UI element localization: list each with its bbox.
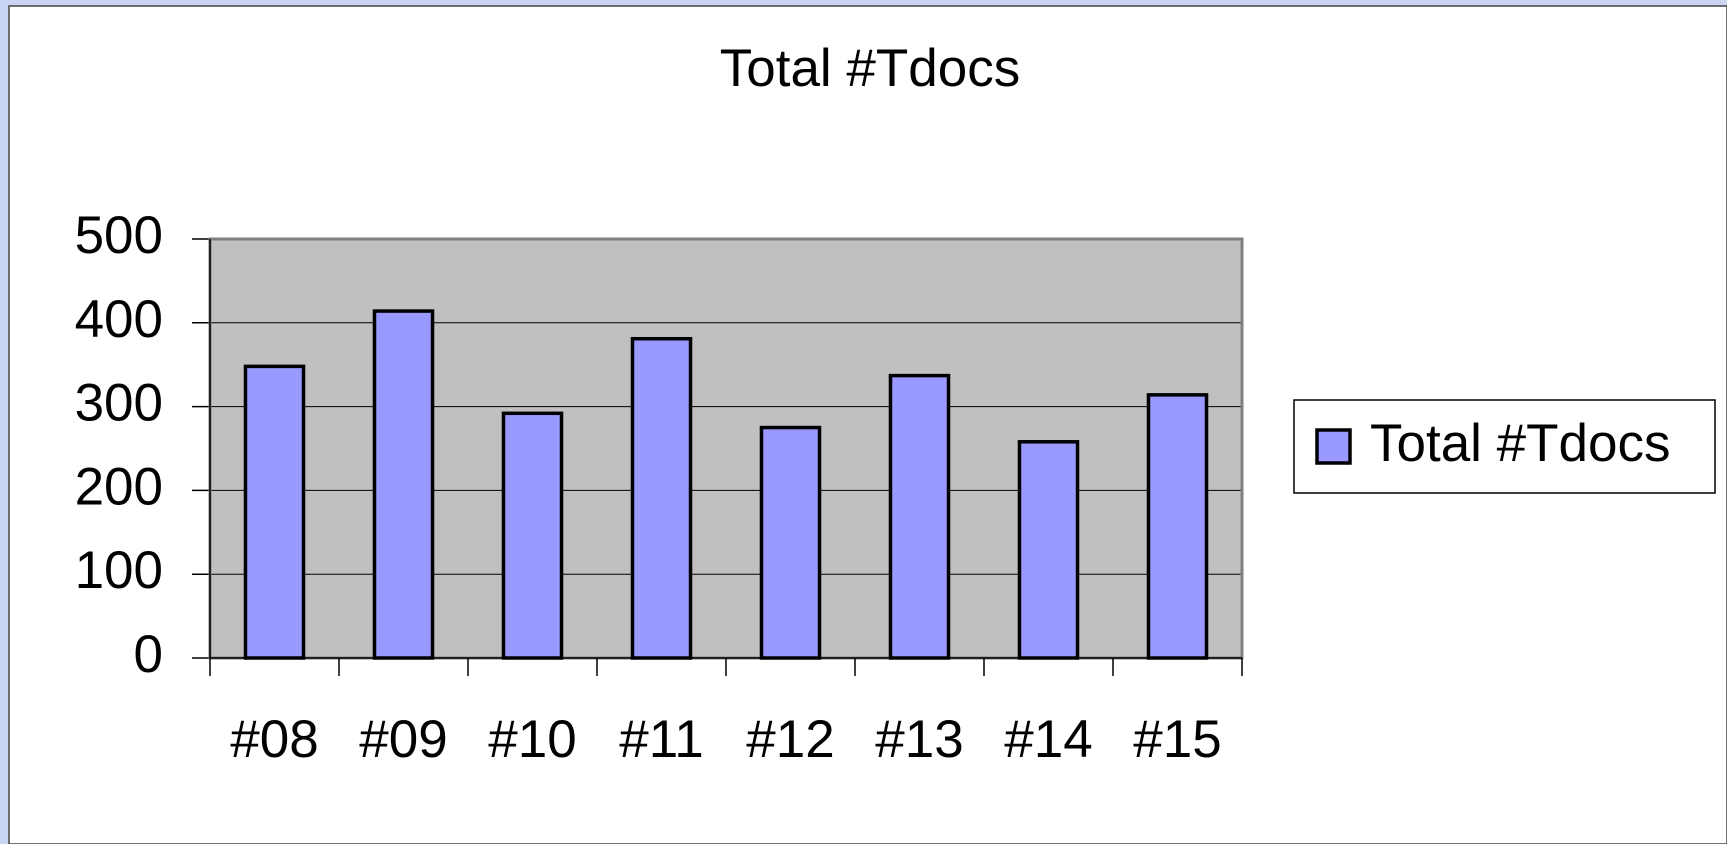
x-tick-label: #11 — [619, 710, 704, 769]
bar — [630, 336, 693, 660]
x-tick-label: #12 — [746, 710, 834, 769]
legend-box — [1293, 399, 1716, 494]
bar — [501, 411, 564, 660]
y-tick-label: 300 — [75, 374, 163, 433]
x-tick-label: #08 — [230, 710, 318, 769]
bar — [1146, 393, 1209, 660]
bar — [759, 425, 822, 660]
x-tick-label: #14 — [1004, 710, 1092, 769]
x-tick-label: #10 — [488, 710, 576, 769]
bar — [243, 364, 306, 660]
y-tick-label: 0 — [134, 625, 163, 684]
legend-label: Total #Tdocs — [1370, 414, 1670, 473]
y-tick-label: 400 — [75, 290, 163, 349]
x-tick-label: #09 — [359, 710, 447, 769]
y-tick-label: 500 — [75, 206, 163, 265]
x-tick-label: #15 — [1133, 710, 1221, 769]
legend-swatch — [1315, 428, 1352, 465]
bar — [1017, 440, 1080, 660]
chart-title: Total #Tdocs — [720, 39, 1020, 98]
plot-area — [210, 239, 1242, 658]
bar — [888, 373, 951, 660]
bar — [372, 309, 435, 660]
y-tick-label: 200 — [75, 457, 163, 516]
x-tick-label: #13 — [875, 710, 963, 769]
y-tick-label: 100 — [75, 541, 163, 600]
